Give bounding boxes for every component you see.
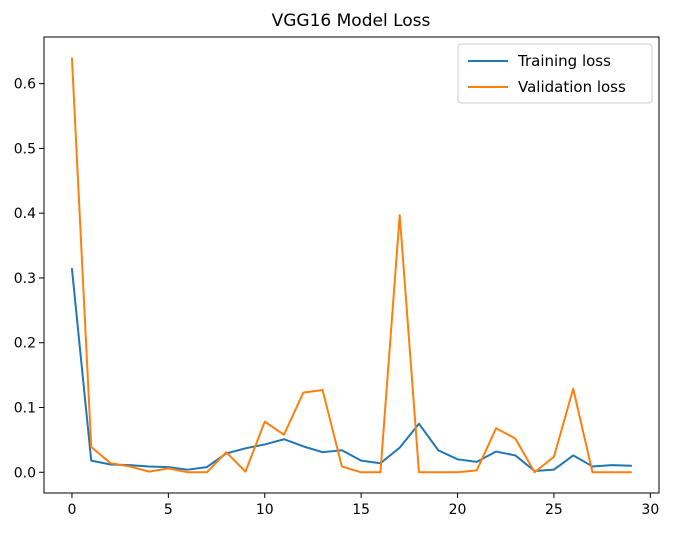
- series-lines: [70, 57, 633, 474]
- y-tick-label: 0.1: [14, 401, 36, 417]
- y-tick-label: 0.6: [14, 77, 36, 93]
- y-tick-label: 0.3: [14, 271, 36, 287]
- y-tick-label: 0.5: [14, 141, 36, 157]
- x-tick-label: 0: [67, 502, 76, 518]
- x-tick-label: 25: [545, 502, 563, 518]
- chart-title: VGG16 Model Loss: [272, 11, 431, 31]
- plot-frame: [43, 36, 660, 494]
- legend: Training loss Validation loss: [457, 43, 653, 104]
- legend-label: Training loss: [517, 52, 611, 70]
- axis-ticks: 0 5 10 15 20 25 30 0.0 0.1 0.2 0.3 0.4 0.5 0.6: [14, 77, 660, 518]
- y-tick-label: 0.4: [14, 206, 36, 222]
- series-line-training-loss: [70, 267, 633, 472]
- legend-box: [457, 43, 653, 104]
- x-tick-label: 30: [641, 502, 659, 518]
- x-tick-label: 20: [449, 502, 467, 518]
- series-line-validation-loss: [70, 57, 633, 474]
- y-tick-label: 0.0: [14, 465, 36, 481]
- y-tick-label: 0.2: [14, 336, 36, 352]
- legend-label: Validation loss: [518, 78, 626, 96]
- x-tick-label: 10: [256, 502, 274, 518]
- x-tick-label: 5: [164, 502, 173, 518]
- x-tick-label: 15: [352, 502, 370, 518]
